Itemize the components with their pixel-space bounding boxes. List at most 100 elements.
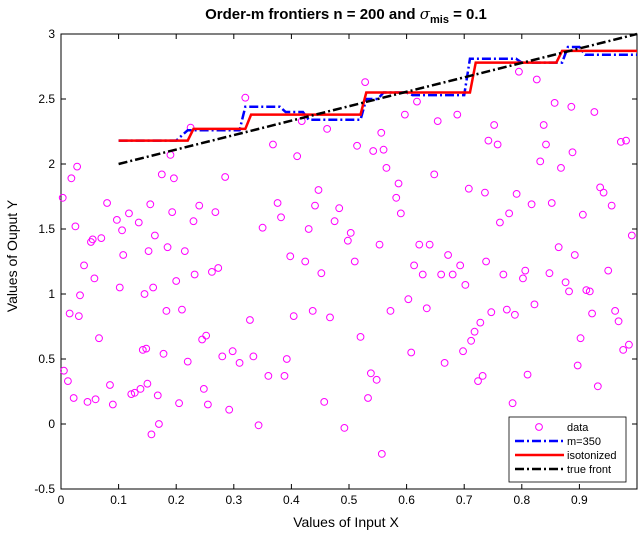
data-point xyxy=(301,257,310,266)
data-point xyxy=(221,173,230,181)
data-point xyxy=(557,164,565,172)
data-point xyxy=(490,121,499,129)
data-point xyxy=(225,405,234,414)
data-point xyxy=(350,257,359,266)
legend-label-m350: m=350 xyxy=(567,436,601,448)
data-point xyxy=(565,287,573,296)
data-point xyxy=(88,235,97,244)
data-point xyxy=(189,217,198,226)
data-point xyxy=(277,213,285,222)
data-point xyxy=(627,231,636,240)
data-point xyxy=(576,334,585,343)
legend: data m=350 isotonized true front xyxy=(508,416,627,483)
data-point xyxy=(372,375,381,384)
x-tick-label: 0.6 xyxy=(398,493,415,507)
legend-box xyxy=(508,416,627,483)
data-point xyxy=(464,184,473,193)
data-point xyxy=(80,261,88,270)
data-point xyxy=(502,305,511,314)
data-point xyxy=(619,346,628,354)
data-point xyxy=(519,274,527,283)
data-point xyxy=(311,201,319,210)
data-point xyxy=(69,394,78,402)
data-point xyxy=(214,264,223,272)
data-point xyxy=(461,281,470,289)
data-point xyxy=(604,266,613,275)
data-point xyxy=(493,140,502,149)
data-point xyxy=(175,399,183,408)
data-point xyxy=(418,270,427,279)
data-point xyxy=(323,124,332,133)
data-point xyxy=(157,170,166,179)
data-point xyxy=(482,257,490,266)
data-point xyxy=(198,335,207,344)
data-point xyxy=(375,240,384,249)
data-point xyxy=(346,229,355,237)
data-point xyxy=(570,251,579,259)
chart-title-main: Order-m frontiers n = 200 and xyxy=(205,6,420,23)
data-point xyxy=(545,269,554,278)
legend-data-marker xyxy=(535,423,543,431)
data-point xyxy=(611,307,620,315)
y-tick-label: 0.5 xyxy=(38,352,55,366)
data-point xyxy=(474,377,482,386)
y-tick-label: -0.5 xyxy=(34,482,55,496)
data-point xyxy=(317,269,326,278)
data-point xyxy=(413,97,421,106)
data-point xyxy=(97,234,106,243)
data-point xyxy=(136,385,145,393)
data-point xyxy=(476,318,485,327)
data-point xyxy=(366,369,375,378)
data-point xyxy=(422,304,431,313)
data-point xyxy=(539,121,548,129)
data-point xyxy=(532,75,541,84)
data-point xyxy=(459,347,467,356)
data-point xyxy=(567,102,576,111)
data-point xyxy=(510,310,519,319)
data-point xyxy=(280,372,289,380)
data-point xyxy=(58,193,67,202)
data-point xyxy=(208,268,216,276)
data-point xyxy=(178,305,186,314)
data-point xyxy=(67,174,76,183)
data-point xyxy=(286,252,295,261)
data-point xyxy=(254,421,263,430)
data-point xyxy=(340,424,349,432)
data-point xyxy=(235,359,244,367)
data-point xyxy=(143,379,152,388)
data-point xyxy=(377,128,386,137)
data-point xyxy=(382,164,391,172)
data-point xyxy=(470,327,479,336)
data-point xyxy=(115,283,124,292)
data-point xyxy=(146,200,155,209)
data-point xyxy=(83,398,92,406)
data-point xyxy=(71,222,80,231)
y-tick-label: 2.5 xyxy=(38,92,55,106)
data-point xyxy=(415,240,424,249)
data-point xyxy=(487,308,496,317)
data-point xyxy=(512,190,521,198)
data-point xyxy=(289,312,298,321)
data-point xyxy=(404,295,413,304)
y-tick-label: 3 xyxy=(48,27,55,41)
data-point xyxy=(433,117,442,125)
data-point xyxy=(392,193,401,202)
data-point xyxy=(481,188,489,197)
data-point xyxy=(430,170,439,179)
data-point xyxy=(561,278,570,287)
data-point xyxy=(59,366,68,375)
data-point xyxy=(440,359,449,367)
data-point xyxy=(496,218,504,227)
data-point xyxy=(162,307,171,315)
data-point xyxy=(118,226,126,235)
data-point xyxy=(195,201,204,210)
data-point xyxy=(530,300,539,309)
data-point xyxy=(246,316,254,324)
data-point xyxy=(258,223,267,232)
chart-title-subscript: mis xyxy=(430,14,449,26)
data-point xyxy=(150,231,159,240)
data-point xyxy=(456,261,465,270)
data-point xyxy=(588,309,596,318)
y-tick-label: 1 xyxy=(48,287,55,301)
x-axis-label: Values of Input X xyxy=(293,514,399,530)
